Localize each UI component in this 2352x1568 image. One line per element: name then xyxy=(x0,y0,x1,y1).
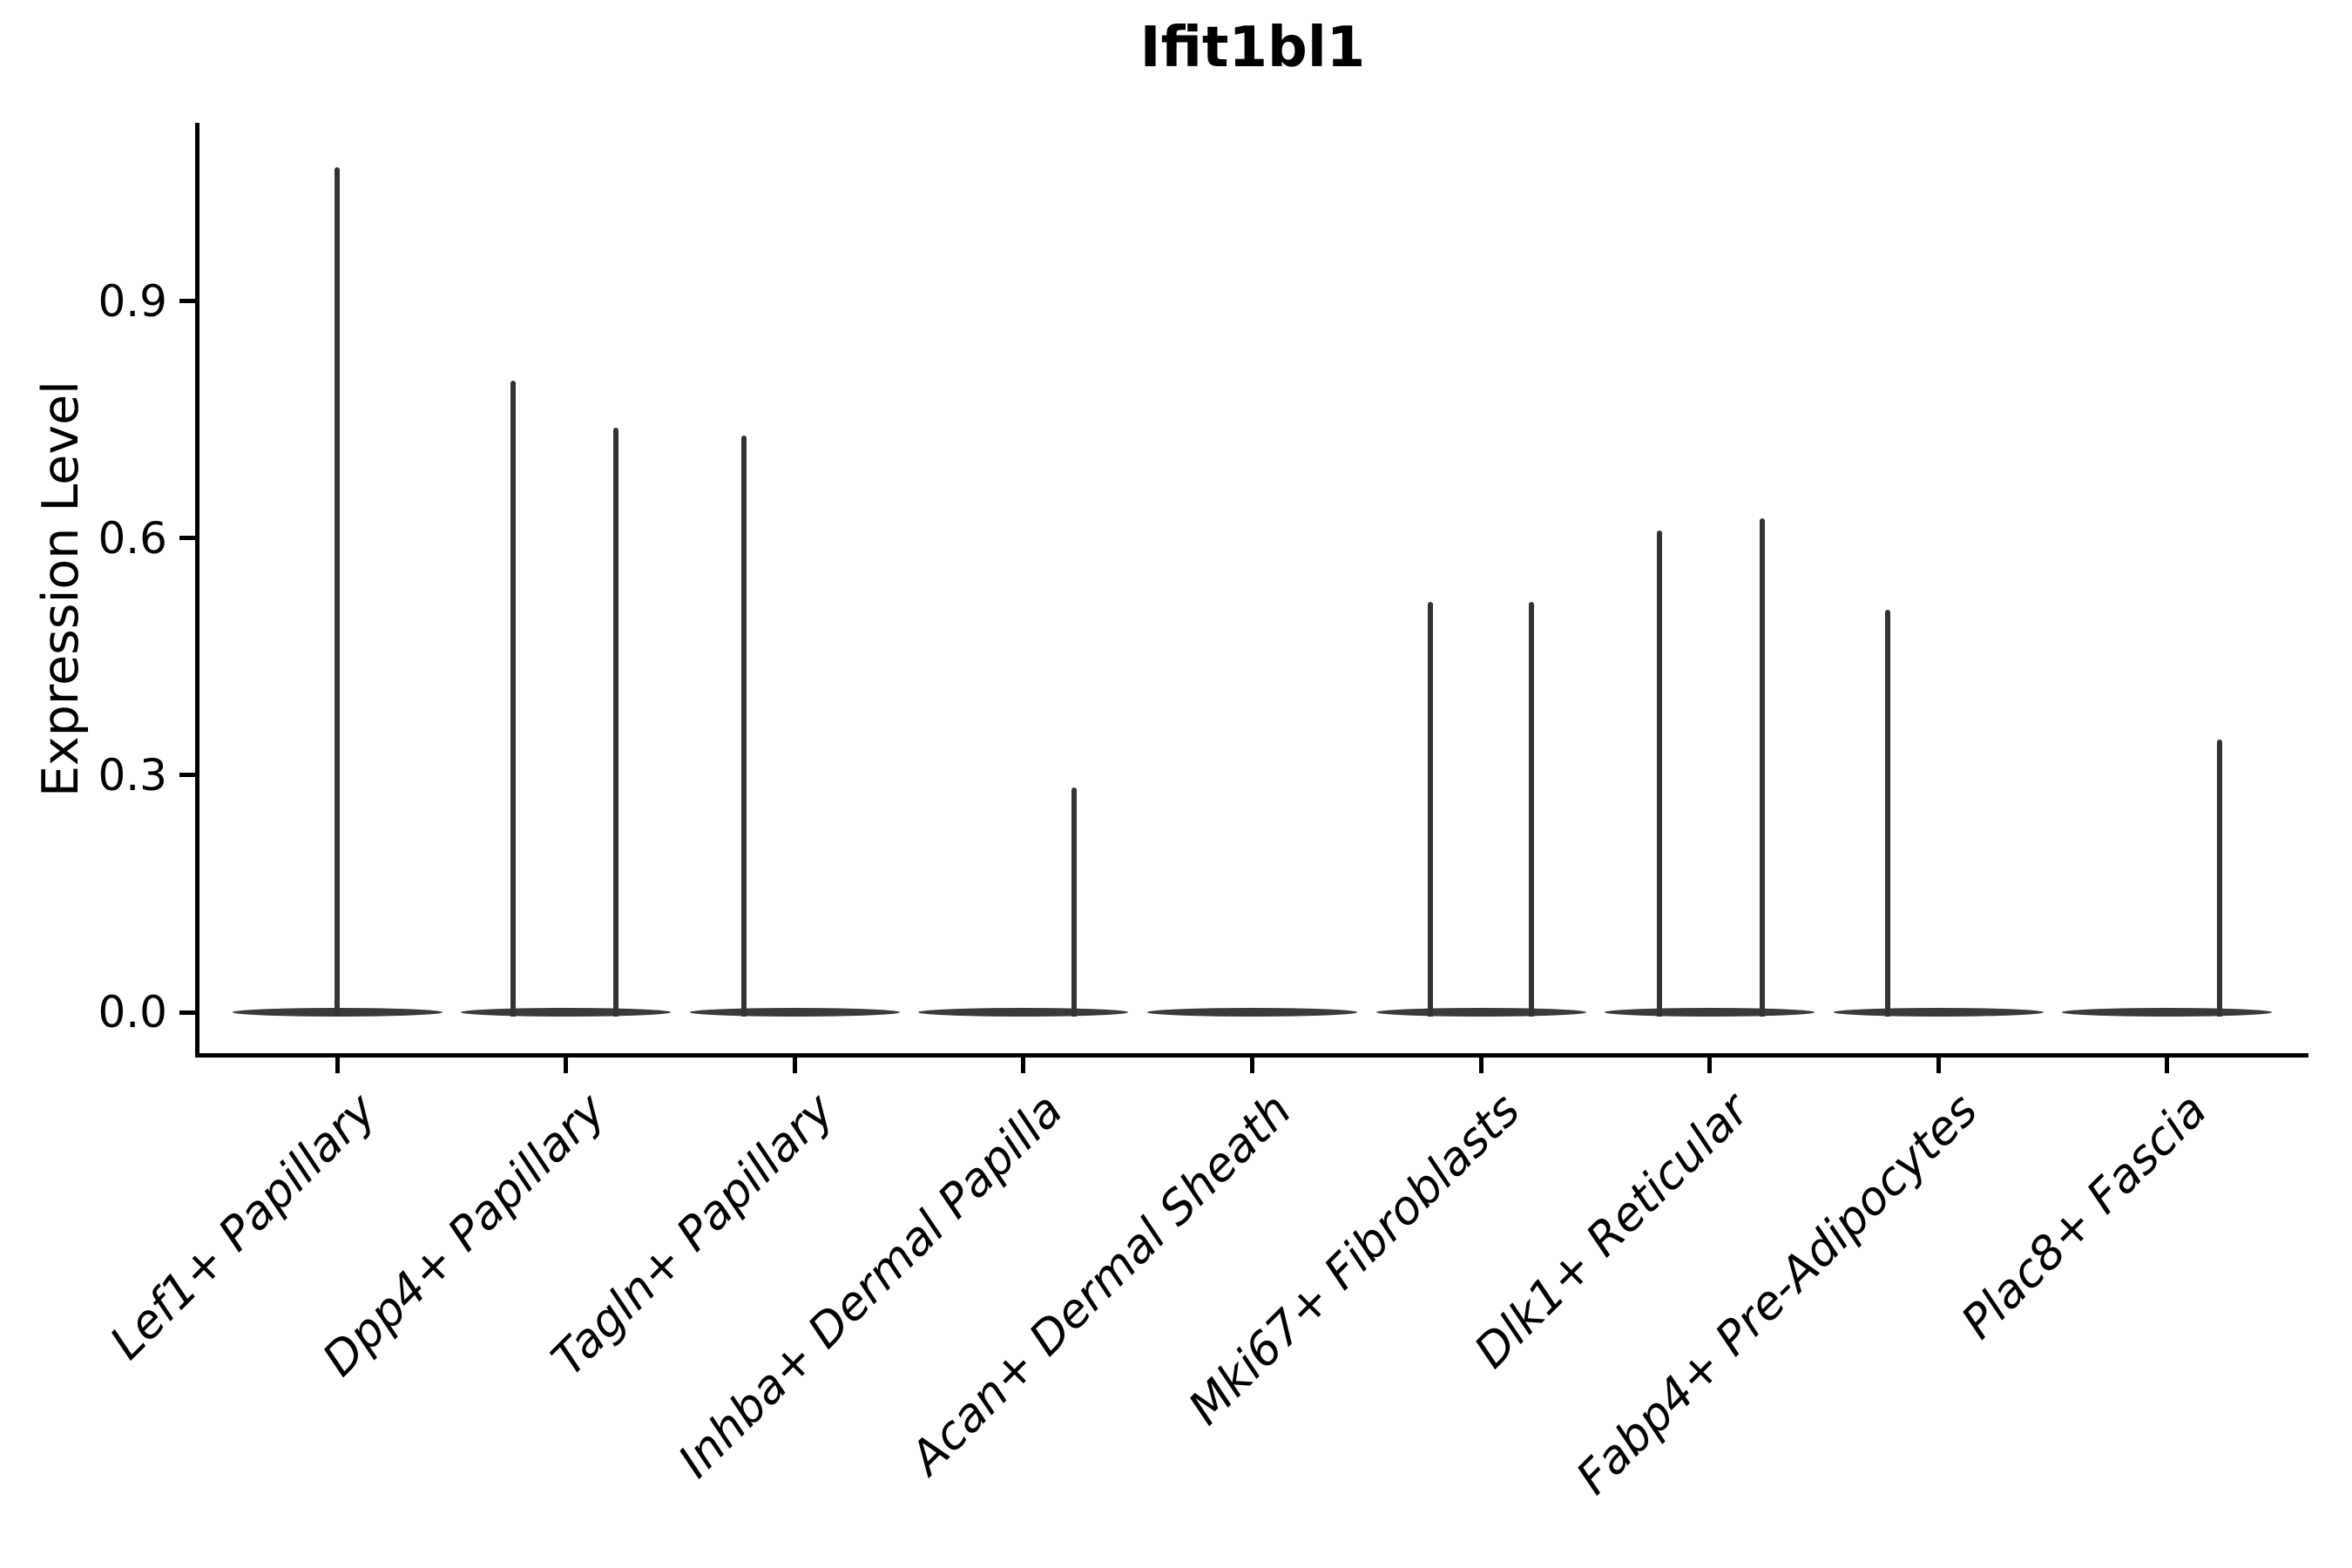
y-axis-line xyxy=(195,123,199,1058)
violin-max-spike xyxy=(2217,740,2223,1017)
violin-zero-body xyxy=(1146,1008,1357,1017)
y-tick-mark xyxy=(179,773,195,778)
violin-zero-body xyxy=(1833,1008,2044,1017)
x-tick-label: Fabp4+ Pre-Adipocytes xyxy=(1566,1083,1989,1505)
chart-title: Ifit1bl1 xyxy=(1139,16,1366,80)
y-tick-label: 0.3 xyxy=(98,749,167,801)
x-tick-mark xyxy=(564,1058,569,1073)
violin-max-spike xyxy=(1528,601,1534,1017)
y-tick-label: 0.9 xyxy=(98,275,167,327)
violin-max-spike xyxy=(1428,601,1434,1017)
x-tick-mark xyxy=(1936,1058,1941,1073)
x-tick-mark xyxy=(335,1058,340,1073)
violin-max-spike xyxy=(613,428,619,1017)
x-tick-label: Inhba+ Dermal Papilla xyxy=(668,1083,1073,1489)
violin-max-spike xyxy=(1656,530,1662,1017)
violin-zero-body xyxy=(689,1008,900,1017)
y-tick-label: 0.6 xyxy=(98,512,167,564)
x-tick-mark xyxy=(1478,1058,1484,1073)
y-tick-label: 0.0 xyxy=(98,987,167,1037)
violin-zero-body xyxy=(918,1008,1129,1017)
violin-zero-body xyxy=(1375,1008,1586,1017)
x-tick-mark xyxy=(792,1058,797,1073)
x-tick-mark xyxy=(2165,1058,2170,1073)
violin-zero-body xyxy=(2062,1008,2273,1017)
violin-max-spike xyxy=(335,166,340,1017)
y-axis-label: Expression Level xyxy=(32,381,90,797)
violin-max-spike xyxy=(1759,518,1765,1017)
y-tick-mark xyxy=(179,1010,195,1015)
x-tick-mark xyxy=(1707,1058,1713,1073)
x-tick-label: Acan+ Dermal Sheath xyxy=(900,1083,1302,1485)
y-tick-mark xyxy=(179,536,195,541)
violin-max-spike xyxy=(741,436,747,1017)
x-tick-label: Plac8+ Fascia xyxy=(1950,1083,2217,1349)
violin-max-spike xyxy=(510,380,517,1017)
violin-zero-body xyxy=(1605,1008,1815,1017)
x-tick-mark xyxy=(1249,1058,1254,1073)
violin-zero-body xyxy=(461,1008,672,1017)
x-tick-mark xyxy=(1021,1058,1026,1073)
violin-max-spike xyxy=(1885,609,1891,1017)
violin-max-spike xyxy=(1071,787,1077,1017)
y-tick-mark xyxy=(179,299,195,304)
x-axis-line xyxy=(195,1053,2308,1058)
